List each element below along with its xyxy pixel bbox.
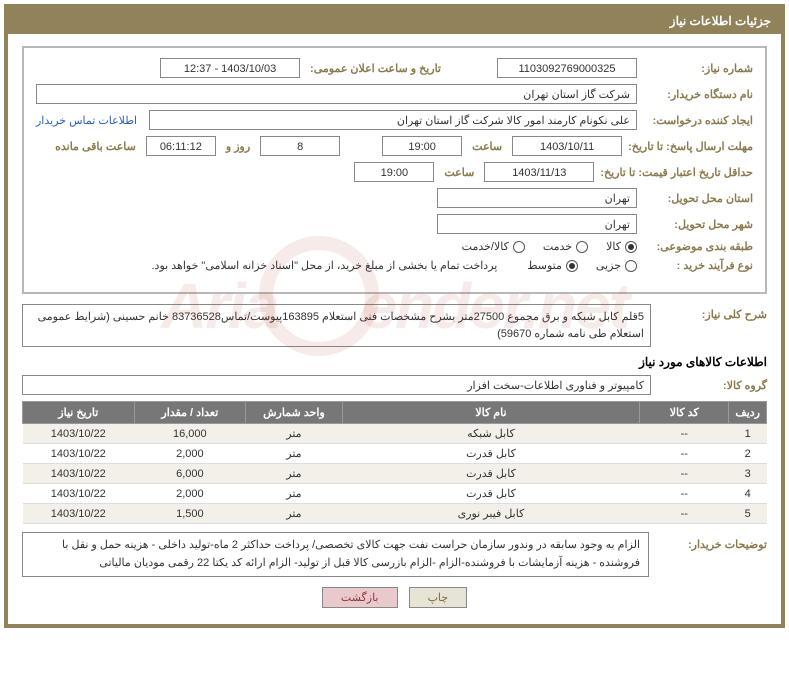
label-city: شهر محل تحویل: (643, 218, 753, 231)
field-price-valid-date: 1403/11/13 (484, 162, 594, 182)
table-row: 4--کابل قدرتمتر2,0001403/10/22 (23, 484, 767, 504)
field-days-left: 8 (260, 136, 340, 156)
print-button[interactable]: چاپ (409, 587, 468, 608)
field-buyer-org: شرکت گاز استان تهران (36, 84, 637, 104)
items-table: ردیفکد کالانام کالاواحد شمارشتعداد / مقد… (22, 401, 767, 524)
label-hour-2: ساعت (440, 166, 478, 179)
button-bar: چاپ بازگشت (22, 577, 767, 612)
field-province: تهران (437, 188, 637, 208)
panel-body: شماره نیاز: 1103092769000325 تاریخ و ساع… (8, 34, 781, 624)
field-overall-desc: 5قلم کابل شبکه و برق مجموع 27500متر بشرح… (22, 304, 651, 347)
label-requester: ایجاد کننده درخواست: (643, 114, 753, 127)
panel-title: جزئیات اطلاعات نیاز (8, 8, 781, 34)
label-price-valid: حداقل تاریخ اعتبار قیمت: تا تاریخ: (600, 166, 753, 179)
label-province: استان محل تحویل: (643, 192, 753, 205)
table-header: ردیف (729, 402, 767, 424)
details-panel: جزئیات اطلاعات نیاز Ariaender.net شماره … (4, 4, 785, 628)
label-buyer-notes: توضیحات خریدار: (657, 532, 767, 551)
table-header: واحد شمارش (246, 402, 343, 424)
field-goods-group: کامپیوتر و فناوری اطلاعات-سخت افزار (22, 375, 651, 395)
radio-option[interactable]: کالا (606, 240, 637, 253)
label-resp-deadline: مهلت ارسال پاسخ: تا تاریخ: (628, 140, 753, 153)
table-header: کد کالا (640, 402, 729, 424)
label-announce-dt: تاریخ و ساعت اعلان عمومی: (306, 62, 445, 75)
label-time-left: ساعت باقی مانده (51, 140, 140, 153)
field-city: تهران (437, 214, 637, 234)
table-row: 5--کابل فیبر نوریمتر1,5001403/10/22 (23, 504, 767, 524)
label-days-and: روز و (222, 140, 254, 153)
table-header: تاریخ نیاز (23, 402, 135, 424)
field-buyer-notes: الزام به وجود سابقه در وندور سازمان حراس… (22, 532, 649, 577)
label-goods-group: گروه کالا: (657, 379, 767, 392)
label-overall-desc: شرح کلی نیاز: (657, 304, 767, 321)
field-resp-time: 19:00 (382, 136, 462, 156)
label-purchase-process: نوع فرآیند خرید : (643, 259, 753, 272)
radio-option[interactable]: جزیی (596, 259, 637, 272)
field-countdown: 06:11:12 (146, 136, 216, 156)
field-requester: علی نکونام کارمند امور کالا شرکت گاز است… (149, 110, 637, 130)
label-need-no: شماره نیاز: (643, 62, 753, 75)
back-button[interactable]: بازگشت (322, 587, 398, 608)
table-row: 1--کابل شبکهمتر16,0001403/10/22 (23, 424, 767, 444)
process-radios: جزیی متوسط (527, 259, 637, 272)
table-header: نام کالا (342, 402, 639, 424)
table-row: 3--کابل قدرتمتر6,0001403/10/22 (23, 464, 767, 484)
field-need-no: 1103092769000325 (497, 58, 637, 78)
form-box: شماره نیاز: 1103092769000325 تاریخ و ساع… (22, 46, 767, 294)
label-buyer-org: نام دستگاه خریدار: (643, 88, 753, 101)
field-announce-dt: 1403/10/03 - 12:37 (160, 58, 300, 78)
section-goods-info: اطلاعات کالاهای مورد نیاز (22, 355, 767, 369)
process-note: پرداخت تمام یا بخشی از مبلغ خرید، از محل… (152, 259, 498, 272)
buyer-contact-link[interactable]: اطلاعات تماس خریدار (36, 114, 137, 127)
field-resp-date: 1403/10/11 (512, 136, 622, 156)
subject-radios: کالا خدمت کالا/خدمت (462, 240, 637, 253)
label-subject-class: طبقه بندی موضوعی: (643, 240, 753, 253)
table-row: 2--کابل قدرتمتر2,0001403/10/22 (23, 444, 767, 464)
radio-option[interactable]: متوسط (527, 259, 578, 272)
radio-option[interactable]: خدمت (543, 240, 588, 253)
label-hour-1: ساعت (468, 140, 506, 153)
field-price-valid-time: 19:00 (354, 162, 434, 182)
table-header: تعداد / مقدار (134, 402, 246, 424)
radio-option[interactable]: کالا/خدمت (462, 240, 525, 253)
